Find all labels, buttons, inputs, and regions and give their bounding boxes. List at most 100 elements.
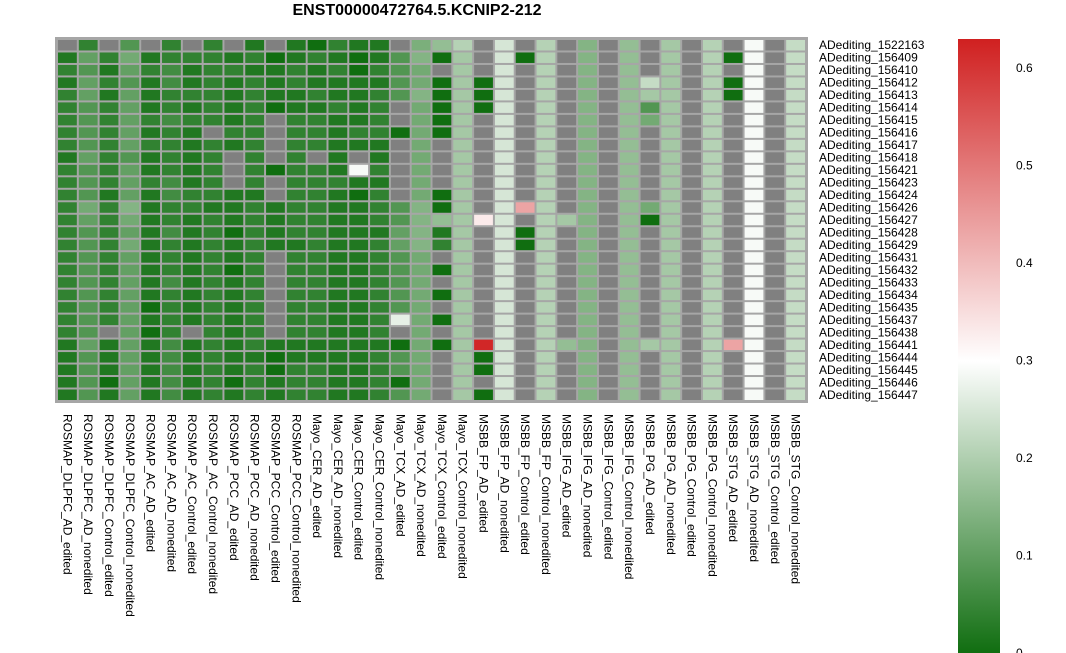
heatmap-cell <box>370 64 389 76</box>
heatmap-cell <box>390 102 410 113</box>
heatmap-cell <box>494 377 514 388</box>
heatmap-cell <box>744 189 764 201</box>
heatmap-cell <box>557 64 577 76</box>
heatmap-cell <box>494 327 514 338</box>
heatmap-cell <box>598 114 618 126</box>
heatmap-cell <box>786 102 805 113</box>
heatmap-cell <box>224 364 244 376</box>
heatmap-cell <box>182 214 202 226</box>
column-label: MSBB_STG_Control_edited <box>768 414 782 564</box>
heatmap-cell <box>203 264 223 276</box>
heatmap-cell <box>744 202 764 213</box>
heatmap-cell <box>474 302 493 313</box>
heatmap-cell <box>120 40 140 51</box>
heatmap-cell <box>307 377 327 388</box>
heatmap-cell <box>515 177 535 188</box>
heatmap-cell <box>245 214 265 226</box>
heatmap-cell <box>619 40 639 51</box>
heatmap-cell <box>286 40 306 51</box>
heatmap-cell <box>58 239 77 251</box>
heatmap-cell <box>702 77 722 88</box>
heatmap-cell <box>786 89 805 101</box>
heatmap-cell <box>328 264 348 276</box>
heatmap-cell <box>494 102 514 113</box>
heatmap-cell <box>765 364 785 376</box>
heatmap-cell <box>203 202 223 213</box>
heatmap-cell <box>536 177 556 188</box>
row-label: ADediting_156417 <box>819 138 918 152</box>
heatmap-cell <box>370 40 389 51</box>
heatmap-cell <box>141 152 161 163</box>
heatmap-cell <box>411 327 431 338</box>
heatmap-cell <box>162 289 181 301</box>
heatmap-cell <box>78 277 98 288</box>
heatmap-cell <box>349 214 369 226</box>
heatmap-cell <box>58 364 77 376</box>
heatmap-cell <box>598 302 618 313</box>
heatmap-cell <box>702 89 722 101</box>
heatmap-cell <box>474 127 493 138</box>
heatmap-cell <box>328 302 348 313</box>
column-label: MSBB_FP_AD_edited <box>477 414 491 533</box>
heatmap-cell <box>182 164 202 176</box>
heatmap-cell <box>536 64 556 76</box>
heatmap-cell <box>515 264 535 276</box>
heatmap-cell <box>182 227 202 238</box>
heatmap-cell <box>786 389 805 400</box>
heatmap-cell <box>515 352 535 363</box>
heatmap-cell <box>744 302 764 313</box>
heatmap-cell <box>557 314 577 326</box>
heatmap-cell <box>515 77 535 88</box>
heatmap-cell <box>765 189 785 201</box>
heatmap-cell <box>515 277 535 288</box>
heatmap-cell <box>266 327 285 338</box>
heatmap-cell <box>182 189 202 201</box>
heatmap-cell <box>78 152 98 163</box>
heatmap-cell <box>266 289 285 301</box>
heatmap-cell <box>99 239 119 251</box>
heatmap-cell <box>203 64 223 76</box>
heatmap-cell <box>99 77 119 88</box>
heatmap-cell <box>307 114 327 126</box>
column-label: MSBB_PG_AD_nonedited <box>664 414 678 555</box>
heatmap-cell <box>99 40 119 51</box>
heatmap-cell <box>474 189 493 201</box>
heatmap-cell <box>307 177 327 188</box>
heatmap-cell <box>328 139 348 151</box>
heatmap-cell <box>765 214 785 226</box>
row-label: ADediting_156427 <box>819 213 918 227</box>
heatmap-cell <box>411 289 431 301</box>
heatmap-cell <box>515 152 535 163</box>
heatmap-cell <box>141 177 161 188</box>
heatmap-cell <box>619 77 639 88</box>
heatmap-cell <box>723 389 743 400</box>
heatmap-cell <box>370 277 389 288</box>
heatmap-cell <box>245 102 265 113</box>
heatmap-cell <box>765 289 785 301</box>
row-label: ADediting_156435 <box>819 300 918 314</box>
heatmap-cell <box>141 139 161 151</box>
heatmap-cell <box>224 114 244 126</box>
heatmap-cell <box>120 89 140 101</box>
heatmap-cell <box>702 352 722 363</box>
heatmap-cell <box>702 164 722 176</box>
heatmap-cell <box>453 352 473 363</box>
heatmap-cell <box>245 277 265 288</box>
heatmap-cell <box>557 189 577 201</box>
column-label: MSBB_FP_AD_nonedited <box>497 414 511 553</box>
heatmap-cell <box>598 214 618 226</box>
heatmap-cell <box>682 40 701 51</box>
heatmap-cell <box>245 64 265 76</box>
heatmap-cell <box>58 127 77 138</box>
heatmap-cell <box>307 40 327 51</box>
heatmap-cell <box>58 289 77 301</box>
heatmap-cell <box>411 389 431 400</box>
heatmap-cell <box>515 302 535 313</box>
heatmap-cell <box>349 40 369 51</box>
heatmap-cell <box>474 139 493 151</box>
heatmap-cell <box>557 377 577 388</box>
heatmap-cell <box>78 89 98 101</box>
heatmap-cell <box>203 339 223 351</box>
heatmap-cell <box>58 352 77 363</box>
heatmap-cell <box>328 202 348 213</box>
